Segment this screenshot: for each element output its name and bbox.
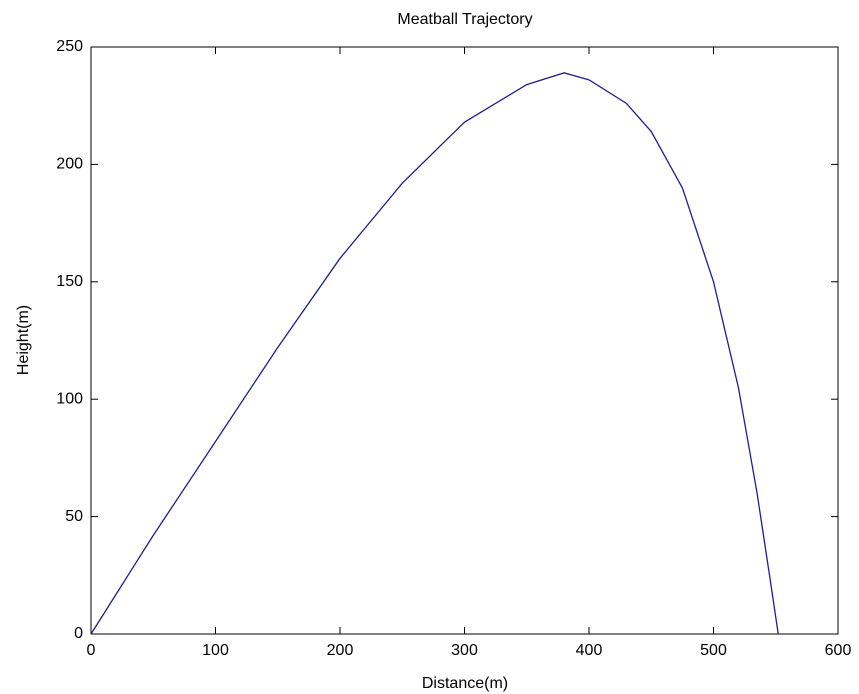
x-tick-label: 600 [825, 642, 852, 659]
chart-title: Meatball Trajectory [397, 11, 532, 28]
y-tick-label: 0 [74, 625, 83, 642]
x-tick-label: 0 [87, 642, 96, 659]
y-tick-label: 150 [56, 273, 83, 290]
y-tick-label: 50 [65, 508, 83, 525]
x-tick-label: 200 [327, 642, 354, 659]
y-tick-label: 250 [56, 38, 83, 55]
y-axis-label: Height(m) [15, 305, 32, 375]
x-tick-label: 100 [202, 642, 229, 659]
trajectory-line [90, 72, 779, 635]
x-tick-label: 300 [451, 642, 478, 659]
y-tick-label: 200 [56, 156, 83, 173]
plot-box [90, 46, 839, 635]
x-tick-label: 500 [700, 642, 727, 659]
y-tick-label: 100 [56, 390, 83, 407]
x-axis-label: Distance(m) [422, 675, 508, 692]
x-tick-label: 400 [576, 642, 603, 659]
